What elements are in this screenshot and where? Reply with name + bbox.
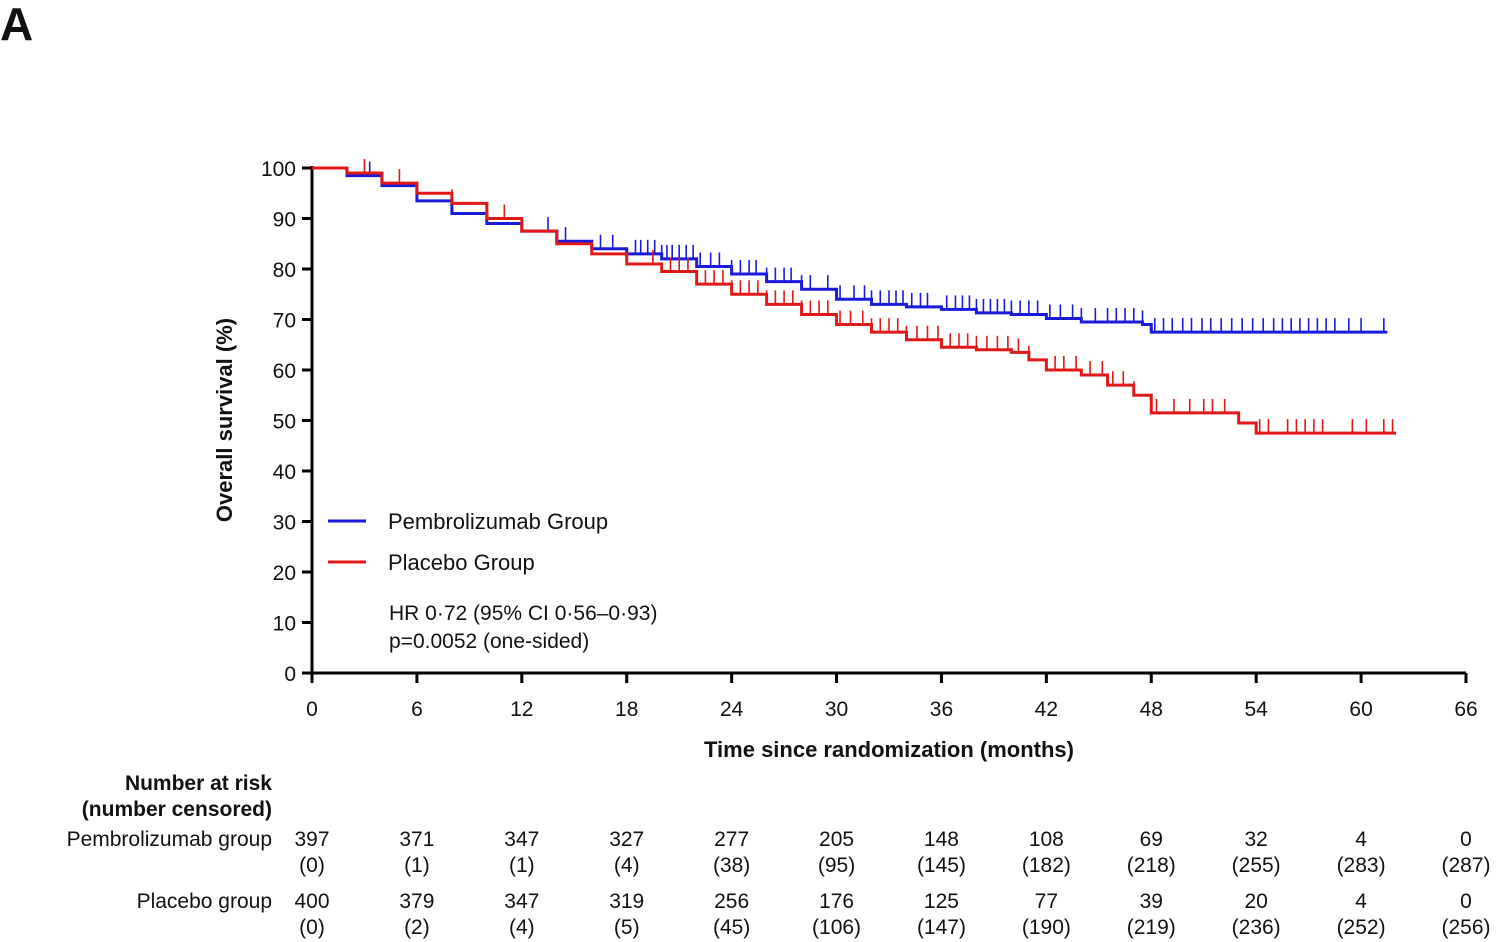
- risk-censored-value: (1): [509, 854, 535, 877]
- x-tick-label: 24: [720, 698, 744, 721]
- risk-at-risk-value: 371: [399, 828, 434, 851]
- y-tick-label: 70: [273, 310, 296, 333]
- legend: Pembrolizumab Group Placebo Group: [328, 509, 608, 575]
- risk-censored-value: (38): [713, 854, 750, 877]
- risk-at-risk-value: 205: [819, 828, 854, 851]
- risk-table-subtitle: (number censored): [82, 798, 272, 821]
- risk-censored-value: (190): [1022, 916, 1071, 939]
- risk-at-risk-value: 77: [1035, 890, 1058, 913]
- y-tick-label: 80: [273, 259, 296, 282]
- risk-censored-value: (2): [404, 916, 430, 939]
- risk-censored-value: (283): [1337, 854, 1386, 877]
- risk-censored-value: (252): [1337, 916, 1386, 939]
- risk-censored-value: (219): [1127, 916, 1176, 939]
- risk-table: Pembrolizumab group 397(0)371(1)347(1)327…: [67, 828, 1491, 939]
- risk-at-risk-value: 4: [1355, 828, 1367, 851]
- risk-at-risk-value: 176: [819, 890, 854, 913]
- risk-table-title: Number at risk: [125, 772, 272, 795]
- risk-censored-value: (147): [917, 916, 966, 939]
- axes: 0 10 20 30 40 50 60 70 80 90 100 0 6 12 18 24 30 36 42 48 54…: [261, 158, 1478, 721]
- x-axis-label: Time since randomization (months): [704, 737, 1074, 762]
- risk-group-name: Pembrolizumab group: [67, 828, 272, 851]
- panel-label: A: [0, 0, 33, 50]
- risk-censored-value: (5): [614, 916, 640, 939]
- risk-at-risk-value: 69: [1140, 828, 1163, 851]
- y-tick-label: 50: [273, 411, 296, 434]
- risk-at-risk-value: 327: [609, 828, 644, 851]
- y-tick-label: 90: [273, 209, 296, 232]
- y-tick-label: 0: [284, 663, 296, 686]
- risk-censored-value: (106): [812, 916, 861, 939]
- p-value-text: p=0.0052 (one-sided): [389, 630, 589, 653]
- risk-at-risk-value: 347: [504, 890, 539, 913]
- risk-at-risk-value: 0: [1460, 828, 1472, 851]
- risk-at-risk-value: 4: [1355, 890, 1367, 913]
- risk-censored-value: (218): [1127, 854, 1176, 877]
- x-tick-label: 12: [510, 698, 533, 721]
- risk-censored-value: (0): [299, 854, 325, 877]
- y-axis-label: Overall survival (%): [212, 318, 237, 522]
- risk-censored-value: (1): [404, 854, 430, 877]
- risk-at-risk-value: 277: [714, 828, 749, 851]
- risk-censored-value: (95): [818, 854, 855, 877]
- risk-at-risk-value: 319: [609, 890, 644, 913]
- risk-at-risk-value: 379: [399, 890, 434, 913]
- y-tick-label: 20: [273, 562, 296, 585]
- y-tick-label: 10: [273, 613, 296, 636]
- risk-at-risk-value: 39: [1140, 890, 1163, 913]
- risk-at-risk-value: 108: [1029, 828, 1064, 851]
- x-tick-label: 30: [825, 698, 848, 721]
- risk-censored-value: (236): [1232, 916, 1281, 939]
- risk-at-risk-value: 347: [504, 828, 539, 851]
- risk-at-risk-value: 20: [1245, 890, 1268, 913]
- risk-censored-value: (4): [509, 916, 535, 939]
- legend-label-placebo: Placebo Group: [388, 550, 535, 575]
- x-tick-label: 54: [1245, 698, 1269, 721]
- risk-at-risk-value: 256: [714, 890, 749, 913]
- y-tick-label: 40: [273, 461, 296, 484]
- risk-censored-value: (4): [614, 854, 640, 877]
- risk-censored-value: (145): [917, 854, 966, 877]
- survival-curve-pembrolizumab: [312, 166, 1388, 334]
- y-tick-label: 30: [273, 512, 296, 535]
- risk-at-risk-value: 397: [294, 828, 329, 851]
- risk-censored-value: (182): [1022, 854, 1071, 877]
- risk-at-risk-value: 32: [1245, 828, 1268, 851]
- risk-censored-value: (287): [1441, 854, 1490, 877]
- risk-censored-value: (0): [299, 916, 325, 939]
- x-tick-label: 18: [615, 698, 638, 721]
- x-tick-label: 60: [1349, 698, 1372, 721]
- risk-at-risk-value: 0: [1460, 890, 1472, 913]
- x-tick-label: 66: [1454, 698, 1477, 721]
- risk-group-name: Placebo group: [137, 890, 272, 913]
- x-tick-label: 42: [1035, 698, 1058, 721]
- risk-at-risk-value: 148: [924, 828, 959, 851]
- y-tick-label: 100: [261, 158, 296, 181]
- risk-at-risk-value: 125: [924, 890, 959, 913]
- curves: [312, 159, 1397, 435]
- x-tick-label: 0: [306, 698, 318, 721]
- survival-curve-placebo: [312, 166, 1397, 435]
- legend-label-pembrolizumab: Pembrolizumab Group: [388, 509, 608, 534]
- x-tick-label: 48: [1140, 698, 1163, 721]
- risk-censored-value: (256): [1441, 916, 1490, 939]
- risk-censored-value: (45): [713, 916, 750, 939]
- risk-at-risk-value: 400: [294, 890, 329, 913]
- x-tick-label: 6: [411, 698, 423, 721]
- y-tick-label: 60: [273, 360, 296, 383]
- hazard-ratio-text: HR 0·72 (95% CI 0·56–0·93): [389, 602, 657, 625]
- x-tick-label: 36: [930, 698, 953, 721]
- risk-censored-value: (255): [1232, 854, 1281, 877]
